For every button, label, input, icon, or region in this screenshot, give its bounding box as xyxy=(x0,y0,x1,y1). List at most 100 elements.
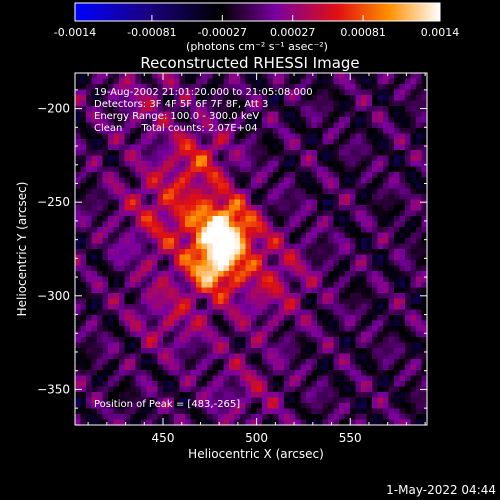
heatmap-cell xyxy=(152,183,159,190)
heatmap-cell xyxy=(317,73,324,80)
heatmap-cell xyxy=(311,199,318,206)
colorbar-tick-label: 0.00027 xyxy=(270,26,316,39)
heatmap-cell xyxy=(394,403,401,410)
heatmap-cell xyxy=(97,353,104,360)
heatmap-cell xyxy=(152,249,159,256)
heatmap-cell xyxy=(196,293,203,300)
heatmap-cell xyxy=(322,238,329,245)
heatmap-cell xyxy=(152,238,159,245)
heatmap-cell xyxy=(355,100,362,107)
heatmap-cell xyxy=(350,177,357,184)
heatmap-cell xyxy=(416,238,423,245)
heatmap-cell xyxy=(212,419,219,426)
heatmap-cell xyxy=(405,177,412,184)
heatmap-cell xyxy=(174,353,181,360)
heatmap-cell xyxy=(388,133,395,140)
heatmap-cell xyxy=(388,161,395,168)
heatmap-cell xyxy=(317,375,324,382)
heatmap-cell xyxy=(256,375,263,382)
heatmap-cell xyxy=(300,282,307,289)
heatmap-cell xyxy=(146,353,153,360)
heatmap-cell xyxy=(141,238,148,245)
heatmap-cell xyxy=(311,216,318,223)
heatmap-cell xyxy=(328,364,335,371)
heatmap-cell xyxy=(399,293,406,300)
heatmap-cell xyxy=(157,172,164,179)
heatmap-cell xyxy=(372,210,379,217)
heatmap-cell xyxy=(394,282,401,289)
heatmap-cell xyxy=(190,133,197,140)
heatmap-cell xyxy=(333,326,340,333)
heatmap-cell xyxy=(416,128,423,135)
heatmap-cell xyxy=(97,84,104,91)
heatmap-cell xyxy=(130,309,137,316)
heatmap-cell xyxy=(130,199,137,206)
heatmap-cell xyxy=(273,210,280,217)
heatmap-cell xyxy=(388,227,395,234)
heatmap-cell xyxy=(240,100,247,107)
heatmap-cell xyxy=(102,408,109,415)
heatmap-cell xyxy=(146,293,153,300)
heatmap-cell xyxy=(201,359,208,366)
heatmap-cell xyxy=(300,414,307,421)
heatmap-cell xyxy=(119,205,126,212)
heatmap-cell xyxy=(179,403,186,410)
heatmap-cell xyxy=(394,122,401,129)
heatmap-cell xyxy=(251,89,258,96)
heatmap-cell xyxy=(416,375,423,382)
heatmap-cell xyxy=(218,326,225,333)
heatmap-cell xyxy=(223,364,230,371)
heatmap-cell xyxy=(218,243,225,250)
heatmap-cell xyxy=(273,320,280,327)
heatmap-cell xyxy=(234,95,241,102)
heatmap-cell xyxy=(405,106,412,113)
heatmap-cell xyxy=(350,419,357,426)
heatmap-cell xyxy=(108,243,115,250)
heatmap-cell xyxy=(113,221,120,228)
heatmap-cell xyxy=(416,370,423,377)
heatmap-cell xyxy=(306,177,313,184)
heatmap-cell xyxy=(102,370,109,377)
heatmap-cell xyxy=(124,216,131,223)
heatmap-cell xyxy=(157,370,164,377)
heatmap-cell xyxy=(383,194,390,201)
heatmap-cell xyxy=(163,386,170,393)
heatmap-cell xyxy=(108,271,115,278)
heatmap-cell xyxy=(273,128,280,135)
heatmap-cell xyxy=(124,370,131,377)
heatmap-cell xyxy=(223,221,230,228)
heatmap-cell xyxy=(179,414,186,421)
heatmap-cell xyxy=(361,326,368,333)
heatmap-cell xyxy=(256,265,263,272)
heatmap-cell xyxy=(267,216,274,223)
heatmap-cell xyxy=(102,117,109,124)
heatmap-cell xyxy=(278,353,285,360)
heatmap-cell xyxy=(317,232,324,239)
heatmap-cell xyxy=(245,419,252,426)
heatmap-cell xyxy=(251,210,258,217)
heatmap-cell xyxy=(113,227,120,234)
heatmap-cell xyxy=(152,199,159,206)
heatmap-cell xyxy=(229,364,236,371)
heatmap-cell xyxy=(416,271,423,278)
heatmap-cell xyxy=(212,95,219,102)
heatmap-cell xyxy=(124,100,131,107)
heatmap-cell xyxy=(75,111,82,118)
heatmap-cell xyxy=(339,117,346,124)
heatmap-cell xyxy=(97,243,104,250)
heatmap-cell xyxy=(80,419,87,426)
heatmap-cell xyxy=(102,381,109,388)
heatmap-cell xyxy=(300,232,307,239)
heatmap-cell xyxy=(344,161,351,168)
heatmap-cell xyxy=(80,150,87,157)
heatmap-cell xyxy=(377,320,384,327)
heatmap-cell xyxy=(377,304,384,311)
heatmap-cell xyxy=(251,375,258,382)
heatmap-cell xyxy=(201,238,208,245)
heatmap-cell xyxy=(328,309,335,316)
heatmap-cell xyxy=(306,337,313,344)
heatmap-cell xyxy=(361,309,368,316)
heatmap-cell xyxy=(251,408,258,415)
heatmap-cell xyxy=(218,117,225,124)
heatmap-cell xyxy=(119,276,126,283)
